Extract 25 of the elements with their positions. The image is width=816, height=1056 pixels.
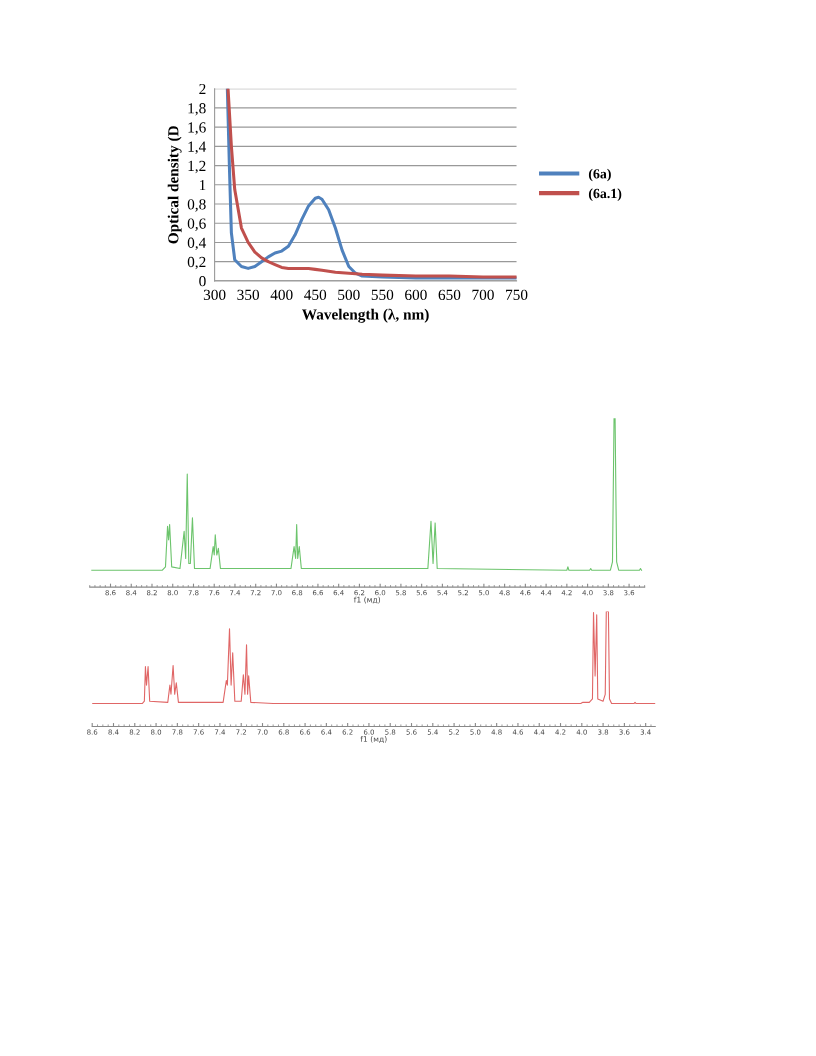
x-tick-label: 500 (338, 289, 360, 300)
y-tick-label: 1,8 (188, 103, 206, 116)
y-tick-label: 0,8 (187, 199, 206, 212)
y-axis-title: Optical density (D (167, 126, 182, 244)
x-tick-label: 600 (405, 289, 427, 300)
x-tick-label: 300 (203, 289, 226, 300)
y-tick-label: 0,4 (187, 237, 207, 251)
x-tick-label: 550 (371, 289, 394, 300)
legend-label: (6a.1) (588, 188, 622, 201)
x-tick-label: 700 (472, 289, 494, 300)
y-tick-label: 1,2 (188, 160, 206, 174)
legend-label: (6a) (588, 168, 611, 182)
y-tick-label: 1,6 (188, 122, 206, 135)
x-tick-label: 350 (237, 289, 260, 300)
y-tick-label: 1 (199, 180, 206, 191)
x-tick-label: 750 (506, 289, 528, 300)
y-tick-label: 2 (199, 83, 206, 94)
x-tick-label: 650 (438, 289, 461, 300)
y-tick-label: 0 (199, 276, 206, 287)
y-tick-label: 0,2 (187, 256, 206, 270)
y-tick-label: 0,6 (187, 218, 206, 231)
y-tick-label: 1,4 (188, 141, 207, 155)
x-tick-label: 450 (304, 289, 327, 300)
x-tick-label: 400 (270, 289, 293, 300)
x-axis-title: Wavelength (λ, nm) (301, 308, 429, 323)
